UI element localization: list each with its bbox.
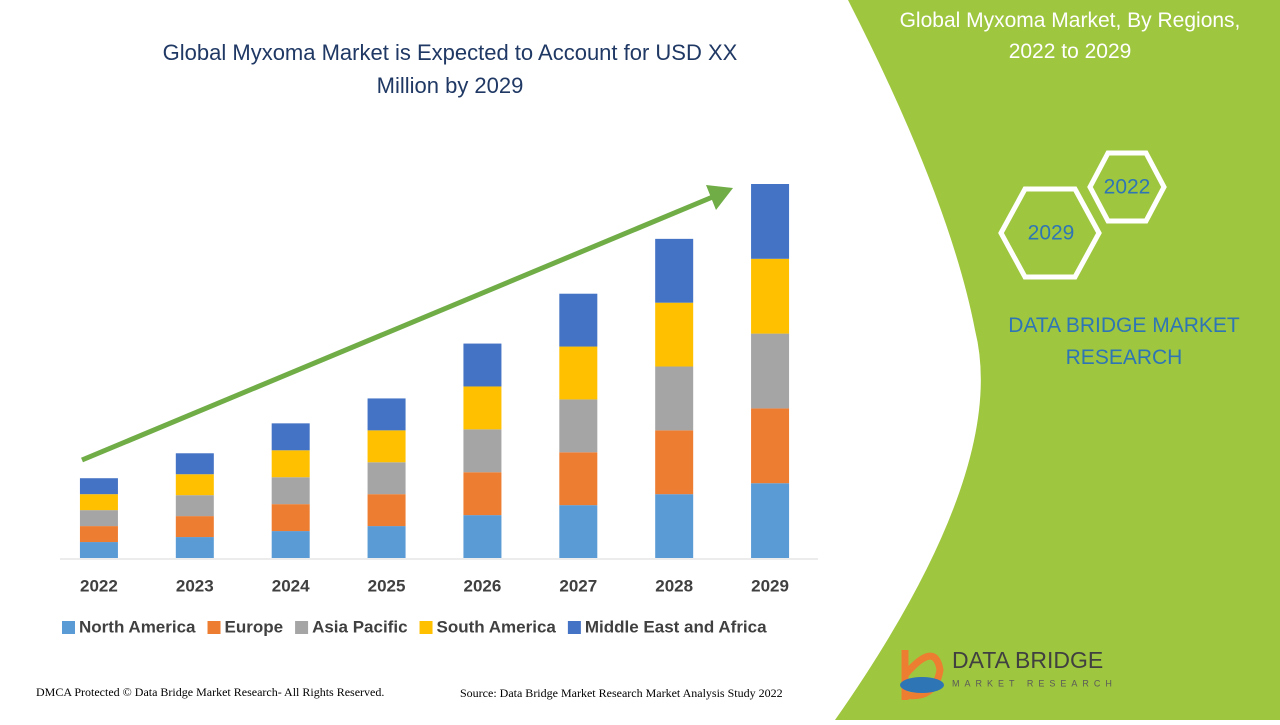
bar-segment [463, 429, 502, 473]
legend-label: Europe [225, 617, 284, 636]
bar-segment [175, 474, 214, 496]
brand: DATA BRIDGE MARKET RESEARCH [1008, 314, 1240, 369]
chart-title: Global Myxoma Market is Expected to Acco… [163, 40, 738, 98]
panel-title-1: Global Myxoma Market, By Regions, 2022 to… [900, 9, 1241, 63]
footer-right: Source: Data Bridge Market Research Mark… [460, 686, 783, 700]
bar-segment [559, 346, 598, 400]
legend-label: Middle East and Africa [585, 617, 767, 636]
legend-label: North America [79, 617, 196, 636]
bar-segment [367, 494, 406, 527]
bar-segment [79, 510, 118, 527]
hex-label: 2022 [1104, 176, 1151, 199]
arrow-head [706, 185, 733, 210]
bar-segment [463, 472, 502, 516]
bar-segment [79, 542, 118, 558]
bar-segment [271, 423, 310, 451]
bar-segment [751, 333, 790, 409]
legend-swatch [295, 621, 309, 634]
bar-segment [559, 293, 598, 347]
bar-segment [655, 430, 694, 495]
bar-segment [79, 478, 118, 495]
hex-label: 2029 [1028, 222, 1075, 245]
x-tick-label: 2024 [272, 576, 310, 595]
trend-arrow [81, 193, 716, 463]
bar-segment [655, 366, 694, 431]
legend-swatch [419, 621, 433, 634]
bar-segment [751, 184, 790, 259]
x-tick-label: 2027 [559, 576, 597, 595]
bar-segment [271, 531, 310, 558]
bar-segment [367, 398, 406, 431]
logo-tagline: MARKET RESEARCH [952, 678, 1117, 688]
bar-segment [655, 494, 694, 558]
bar-segment [559, 399, 598, 453]
bar-segment [559, 452, 598, 506]
hexagon [998, 186, 1102, 280]
bar-segment [751, 483, 790, 558]
bar-segment [79, 494, 118, 511]
bar-segment [559, 505, 598, 558]
side-panel [835, 0, 1280, 720]
bar-segment [367, 526, 406, 558]
bar-segment [367, 462, 406, 495]
legend-swatch [567, 621, 581, 634]
hexagon [1087, 150, 1167, 224]
legend-swatch [207, 621, 221, 634]
bar-segment [463, 386, 502, 430]
x-tick-label: 2029 [751, 576, 789, 595]
legend-swatch [62, 621, 75, 634]
footer-left: DMCA Protected © Data Bridge Market Rese… [36, 685, 384, 699]
bar-segment [175, 516, 214, 538]
bar-segment [655, 302, 694, 367]
bar-segment [655, 238, 694, 303]
bar-segment [271, 477, 310, 505]
legend-label: Asia Pacific [312, 617, 407, 636]
bar-segment [751, 408, 790, 484]
bar-segment [367, 430, 406, 463]
logo-name: DATA BRIDGE [952, 647, 1103, 673]
x-tick-label: 2022 [80, 576, 118, 595]
x-tick-label: 2028 [655, 576, 693, 595]
bar-segment [751, 258, 790, 334]
bar-segment [271, 450, 310, 478]
x-tick-label: 2023 [176, 576, 214, 595]
bar-segment [175, 495, 214, 517]
bar-segment [175, 453, 214, 475]
bar-segment [175, 537, 214, 558]
logo-icon [900, 677, 944, 693]
bar-segment [79, 526, 118, 543]
plot [79, 184, 790, 558]
bar-segment [271, 504, 310, 532]
x-tick-label: 2026 [464, 576, 502, 595]
logo-icon [901, 650, 944, 700]
legend-label: South America [437, 617, 557, 636]
x-tick-label: 2025 [368, 576, 406, 595]
bar-segment [463, 515, 502, 558]
bar-segment [463, 343, 502, 387]
